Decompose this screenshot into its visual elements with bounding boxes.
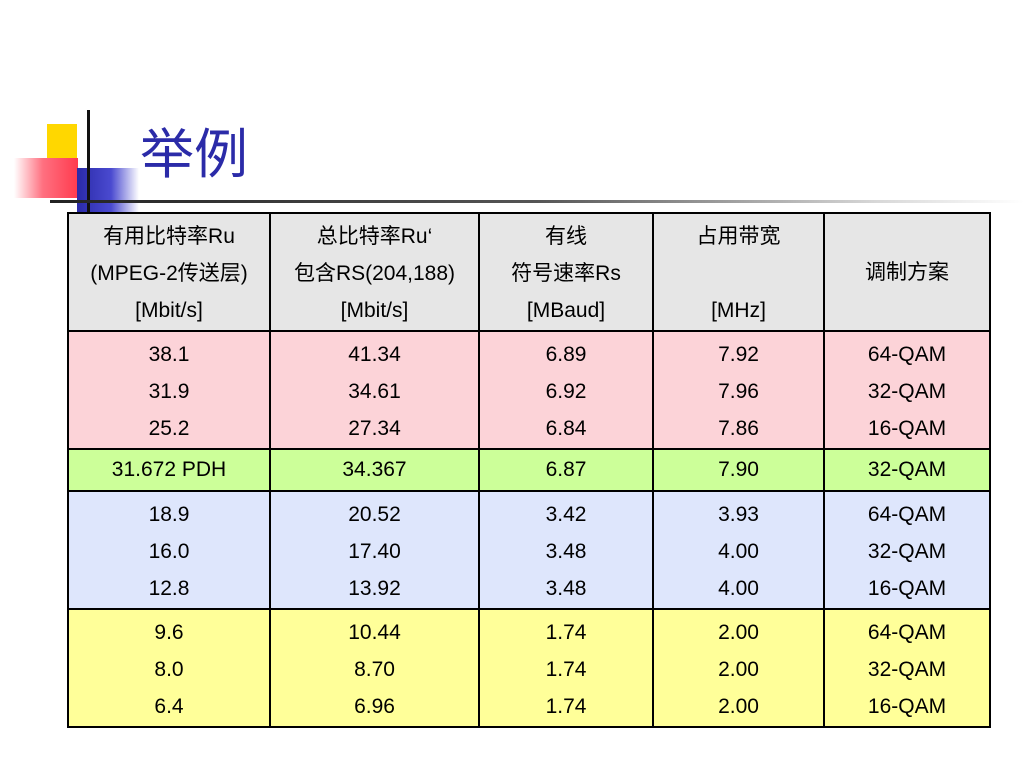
slide-title: 举例 (140, 123, 248, 186)
cell-useful-bitrate: 38.1 31.9 25.2 (67, 330, 271, 450)
cell-useful-bitrate: 18.9 16.0 12.8 (67, 490, 271, 610)
cell-modulation: 64-QAM 32-QAM 16-QAM (823, 330, 991, 450)
cell-symbol-rate: 3.42 3.48 3.48 (478, 490, 654, 610)
table-row: 9.6 8.0 6.4 10.44 8.70 6.96 1.74 1.74 1.… (67, 608, 991, 728)
header-total-bitrate: 总比特率Ru‘ 包含RS(204,188) [Mbit/s] (269, 212, 480, 332)
table-row: 38.1 31.9 25.2 41.34 34.61 27.34 6.89 6.… (67, 330, 991, 450)
cell-useful-bitrate: 31.672 PDH (67, 448, 271, 492)
cell-modulation: 32-QAM (823, 448, 991, 492)
cell-symbol-rate: 6.89 6.92 6.84 (478, 330, 654, 450)
cell-modulation: 64-QAM 32-QAM 16-QAM (823, 490, 991, 610)
cell-total-bitrate: 20.52 17.40 13.92 (269, 490, 480, 610)
bitrate-table: 有用比特率Ru (MPEG-2传送层) [Mbit/s] 总比特率Ru‘ 包含R… (67, 212, 991, 728)
decor-vertical-line (87, 110, 90, 225)
table-row: 31.672 PDH 34.367 6.87 7.90 32-QAM (67, 448, 991, 492)
decor-red-square (14, 158, 78, 198)
table-row: 18.9 16.0 12.8 20.52 17.40 13.92 3.42 3.… (67, 490, 991, 610)
header-useful-bitrate: 有用比特率Ru (MPEG-2传送层) [Mbit/s] (67, 212, 271, 332)
cell-total-bitrate: 10.44 8.70 6.96 (269, 608, 480, 728)
cell-symbol-rate: 1.74 1.74 1.74 (478, 608, 654, 728)
cell-total-bitrate: 41.34 34.61 27.34 (269, 330, 480, 450)
header-symbol-rate: 有线 符号速率Rs [MBaud] (478, 212, 654, 332)
header-modulation: 调制方案 (823, 212, 991, 332)
cell-total-bitrate: 34.367 (269, 448, 480, 492)
cell-bandwidth: 3.93 4.00 4.00 (652, 490, 825, 610)
cell-bandwidth: 7.90 (652, 448, 825, 492)
cell-useful-bitrate: 9.6 8.0 6.4 (67, 608, 271, 728)
cell-symbol-rate: 6.87 (478, 448, 654, 492)
cell-bandwidth: 2.00 2.00 2.00 (652, 608, 825, 728)
table-header-row: 有用比特率Ru (MPEG-2传送层) [Mbit/s] 总比特率Ru‘ 包含R… (67, 212, 991, 332)
header-bandwidth: 占用带宽 [MHz] (652, 212, 825, 332)
cell-bandwidth: 7.92 7.96 7.86 (652, 330, 825, 450)
cell-modulation: 64-QAM 32-QAM 16-QAM (823, 608, 991, 728)
title-underline (50, 200, 1024, 203)
